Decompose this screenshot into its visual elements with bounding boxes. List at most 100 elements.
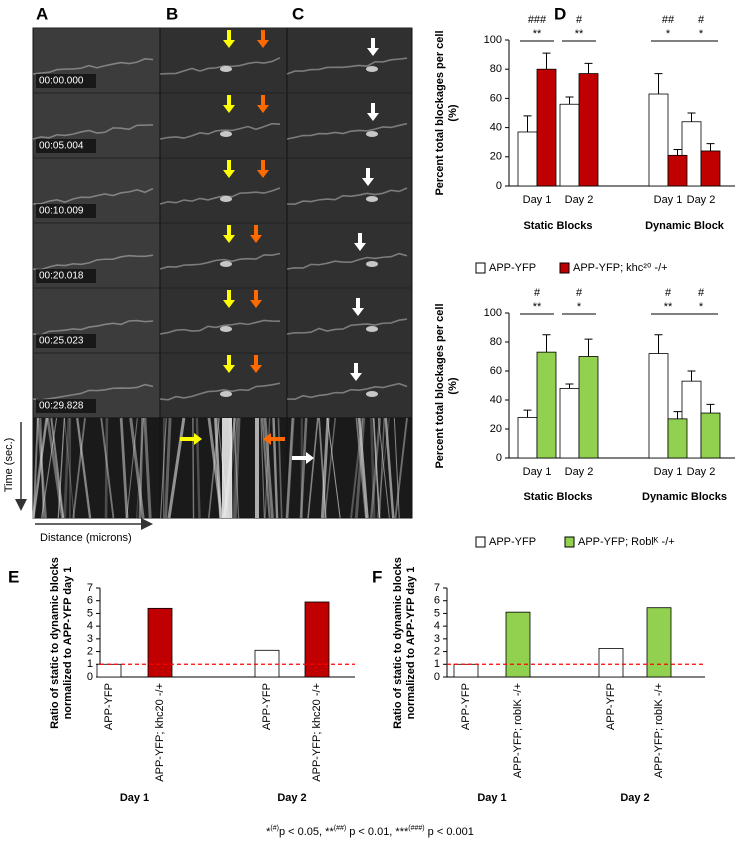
x-tick-label: Day 2 [565,466,594,478]
vesicle [220,196,232,202]
bar [453,663,479,678]
kymo-track [323,417,336,519]
significance: ## [662,14,675,26]
x-tick-label: APP-YFP; roblK -/+ [512,683,524,778]
vesicle [366,196,378,202]
y-tick-label: 7 [434,582,440,594]
timestamp: 00:10.009 [39,206,84,217]
group-label: Dynamic Blocks [642,491,727,503]
vesicle [220,326,232,332]
arrow [354,233,366,251]
panel-label: C [292,4,304,23]
significance: # [576,287,583,299]
arrow [257,95,269,113]
footnote-part: p < 0.05, ** [279,826,334,838]
significance: # [534,287,541,299]
kymo-track [326,417,341,519]
y-tick-label: 5 [87,607,93,619]
y-axis-label: Percent total blockages per cell (%) [434,30,459,196]
vesicle [366,66,378,72]
kymo-track [119,417,129,519]
arrow [352,298,364,316]
timestamp-bg [36,269,96,283]
significance: # [698,14,705,26]
y-axis-label: Ratio of static to dynamic blocks normal… [392,556,417,729]
kymo-track [277,417,283,519]
x-tick-label: Day 2 [687,194,716,206]
neurite [286,187,408,205]
x-tick-label: APP-YFP [605,683,617,730]
arrow [223,30,235,48]
error-bar [523,409,532,418]
arrow [223,225,235,243]
kymo-track [192,417,195,519]
y-tick-label: 100 [484,34,502,46]
group-label: Day 2 [620,792,649,804]
neurite [286,252,408,270]
bar [254,649,280,678]
group-label: Static Blocks [523,220,592,232]
neurite [286,57,408,75]
kymo-track [272,417,279,519]
y-tick-label: 4 [434,620,440,632]
x-tick-label: APP-YFP [103,683,115,730]
bar [517,131,538,187]
arrow [250,290,262,308]
vesicle [366,131,378,137]
y-tick-label: 0 [496,452,502,464]
x-tick-label: Day 1 [523,194,552,206]
footnote-part: p < 0.01, *** [346,826,409,838]
error-bar [706,143,715,151]
significance: * [666,28,671,40]
bar [667,154,688,187]
group-label: Day 1 [120,792,149,804]
y-tick-label: 7 [87,582,93,594]
neurite [159,57,281,75]
significance: ** [664,301,673,313]
bar [147,607,173,678]
arrow [223,160,235,178]
kymo-track [355,417,367,519]
kymo-track [233,417,240,519]
y-tick-label: 2 [434,645,440,657]
bar [536,68,557,187]
y-tick-label: 60 [490,92,502,104]
timestamp: 00:25.023 [39,336,84,347]
bar [536,351,557,459]
kymo-track [285,417,295,519]
vesicle [220,66,232,72]
arrow [223,290,235,308]
x-tick-label: APP-YFP; khc20 -/+ [311,683,323,782]
bar [700,412,721,459]
x-tick-label: Day 1 [523,466,552,478]
kymo-track [164,417,172,519]
y-tick-label: 3 [434,633,440,645]
bar [648,353,669,459]
kymo-track [233,417,241,519]
arrow [180,433,202,445]
vesicle [220,131,232,137]
bar [578,356,599,459]
neurite [159,252,281,270]
panel-label: A [36,4,48,23]
neurite [32,383,154,401]
kymo-track [285,417,294,519]
neurite [159,122,281,140]
panel-label: F [372,567,382,586]
kymo-track [232,417,238,519]
kymo-track [167,417,186,519]
y-tick-label: 80 [490,336,502,348]
y-tick-label: 6 [434,595,440,607]
arrow [263,433,285,445]
arrow [362,168,374,186]
significance: * [699,28,704,40]
panel-label: B [166,4,178,23]
error-bar [565,96,574,105]
error-bar [584,62,593,74]
error-bar [523,115,532,132]
significance: ** [533,301,542,313]
y-tick-label: 0 [87,671,93,683]
footnote-part: p < 0.001 [425,826,474,838]
neurite [32,319,154,336]
